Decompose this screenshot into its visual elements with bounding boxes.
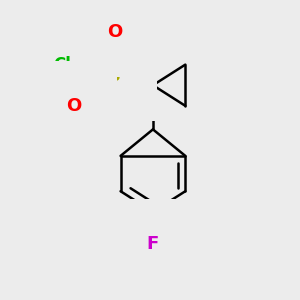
Text: O: O bbox=[107, 23, 122, 41]
Text: Cl: Cl bbox=[53, 56, 70, 74]
Text: S: S bbox=[108, 68, 121, 85]
Text: F: F bbox=[147, 235, 159, 253]
Text: O: O bbox=[66, 97, 81, 115]
